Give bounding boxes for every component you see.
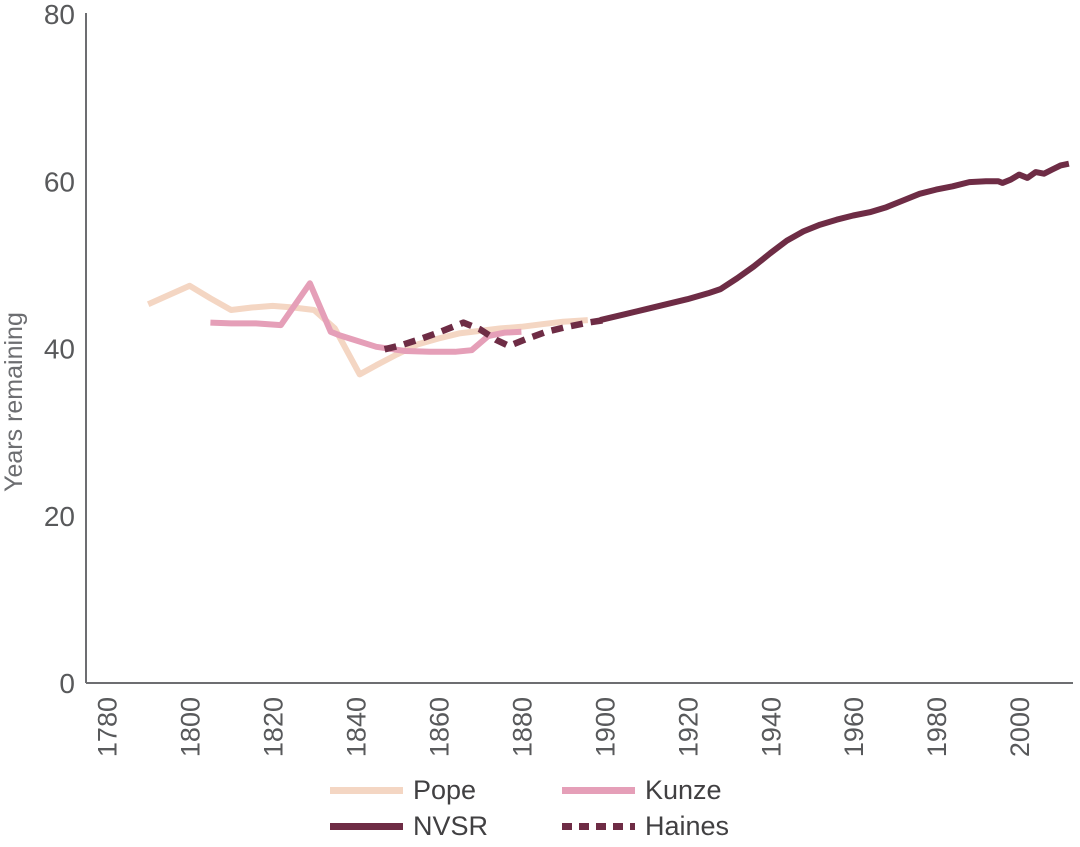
legend-swatch-kunze	[562, 786, 635, 794]
x-tick-label: 1900	[590, 697, 620, 757]
series-kunze-line	[210, 280, 522, 355]
y-tick-label: 60	[44, 166, 75, 197]
x-tick-label: 1880	[507, 697, 537, 757]
x-tick-label: 1800	[176, 697, 206, 757]
legend-label-kunze: Kunze	[645, 774, 722, 805]
legend-item-nvsr: NVSR	[330, 810, 562, 841]
series-layer	[146, 160, 1070, 378]
x-tick-label: 1920	[673, 697, 703, 757]
legend-swatch-haines	[562, 822, 635, 830]
y-tick-label: 80	[44, 0, 75, 30]
x-tick-label: 1980	[922, 697, 952, 757]
x-tick-label: 1780	[93, 697, 123, 757]
legend-item-pope: Pope	[330, 774, 562, 805]
y-axis-title: Years remaining	[0, 312, 28, 492]
legend-label-pope: Pope	[413, 774, 477, 805]
y-tick-label: 40	[44, 334, 75, 365]
x-tick-label: 1940	[756, 697, 786, 757]
y-tick-label: 0	[59, 668, 75, 699]
x-tick-label: 1960	[839, 697, 869, 757]
series-haines-line	[383, 316, 605, 353]
legend-swatch-nvsr	[330, 822, 403, 830]
x-tick-label: 2000	[1005, 697, 1035, 757]
legend-item-kunze: Kunze	[562, 774, 729, 805]
x-tick-label: 1860	[425, 697, 455, 757]
labels-layer: Years remaining	[0, 312, 28, 492]
y-tick-label: 20	[44, 501, 75, 532]
series-pope-line	[146, 282, 588, 378]
x-tick-label: 1820	[259, 697, 289, 757]
legend-label-haines: Haines	[645, 810, 730, 841]
series-nvsr-line	[599, 160, 1070, 324]
legend-label-nvsr: NVSR	[413, 810, 489, 841]
legend-item-haines: Haines	[562, 810, 730, 841]
legend: Pope Kunze NVSR Haines	[330, 772, 729, 844]
legend-swatch-pope	[330, 786, 403, 794]
axes-layer: 0 20 40 60 80 1780 1800 1820 1840 1860 1880 1900 192…	[44, 0, 1073, 757]
x-tick-label: 1840	[342, 697, 372, 757]
